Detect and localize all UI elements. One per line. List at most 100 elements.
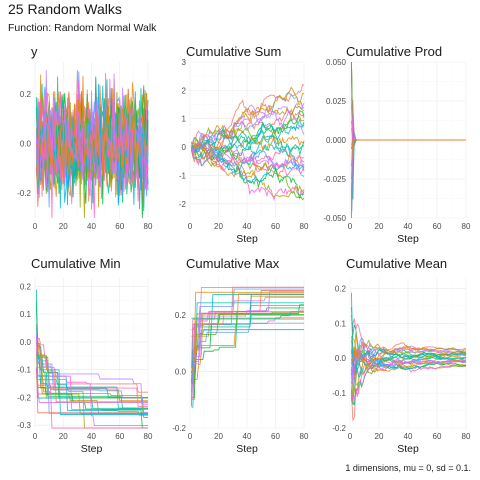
x-tick-label: 60 bbox=[115, 222, 124, 231]
series-line-walk-25 bbox=[351, 139, 466, 167]
page-title: 25 Random Walks bbox=[8, 1, 122, 17]
y-tick-label: -0.050 bbox=[323, 214, 346, 223]
panel-4: 0 20 40 60 80 -0.3 -0.2 -0.1 0.0 0.1 0.2 Cumulative… bbox=[17, 256, 153, 455]
panel-5: 0 20 40 60 80 -0.2 0.0 0.2 Cumulative Max Step bbox=[172, 256, 309, 455]
x-tick-label: 0 bbox=[348, 222, 353, 231]
panel-1: 0 20 40 60 80 -0.2 0.0 0.2 y bbox=[17, 44, 153, 231]
series-line-walk-11 bbox=[351, 61, 466, 144]
y-tick-label: -0.2 bbox=[332, 424, 346, 433]
x-tick-label: 20 bbox=[214, 432, 223, 441]
series-line-walk-13 bbox=[190, 296, 304, 398]
series-line-walk-1 bbox=[351, 135, 466, 194]
y-tick-label: -0.3 bbox=[17, 421, 31, 430]
panel-title: Cumulative Prod bbox=[346, 44, 442, 59]
x-tick-label: 40 bbox=[243, 432, 252, 441]
x-tick-label: 60 bbox=[271, 432, 280, 441]
y-tick-label: 0.1 bbox=[335, 319, 347, 328]
x-tick-label: 60 bbox=[115, 432, 124, 441]
series-line-walk-17 bbox=[35, 324, 148, 409]
series-line-walk-24 bbox=[191, 311, 304, 399]
series-line-walk-12 bbox=[351, 128, 466, 141]
series-line-walk-18 bbox=[190, 105, 305, 156]
chart-caption: 1 dimensions, mu = 0, sd = 0.1. bbox=[345, 463, 471, 473]
series-line-walk-12 bbox=[191, 286, 304, 370]
y-tick-label: -0.1 bbox=[332, 389, 346, 398]
x-tick-label: 0 bbox=[33, 432, 38, 441]
series-line-walk-21 bbox=[351, 139, 466, 197]
x-tick-label: 80 bbox=[462, 222, 471, 231]
series-line-walk-24 bbox=[35, 91, 149, 219]
x-tick-label: 20 bbox=[59, 222, 68, 231]
y-tick-label: 0.025 bbox=[326, 97, 347, 106]
series-line-walk-25 bbox=[36, 346, 148, 403]
series-line-walk-16 bbox=[35, 369, 148, 414]
x-tick-label: 0 bbox=[348, 432, 353, 441]
series-line-walk-25 bbox=[35, 75, 149, 198]
y-tick-label: -0.1 bbox=[17, 366, 31, 375]
y-tick-label: 0.2 bbox=[175, 311, 187, 320]
x-axis-label: Step bbox=[236, 443, 258, 455]
series-line-walk-2 bbox=[351, 136, 466, 219]
series-line-walk-25 bbox=[351, 348, 467, 373]
x-tick-label: 40 bbox=[243, 222, 252, 231]
y-tick-label: 1 bbox=[182, 115, 187, 124]
x-tick-label: 40 bbox=[87, 222, 96, 231]
x-tick-label: 80 bbox=[462, 432, 471, 441]
x-tick-label: 60 bbox=[271, 222, 280, 231]
y-tick-label: 2 bbox=[182, 86, 187, 95]
series-line-walk-24 bbox=[191, 144, 305, 177]
y-tick-label: -2 bbox=[179, 200, 187, 209]
y-tick-label: -1 bbox=[179, 171, 187, 180]
x-tick-label: 80 bbox=[144, 222, 153, 231]
x-tick-label: 60 bbox=[433, 222, 442, 231]
series-line-walk-20 bbox=[191, 311, 304, 319]
series-line-walk-21 bbox=[190, 329, 304, 382]
series-line-walk-18 bbox=[351, 127, 466, 206]
x-axis-label: Step bbox=[236, 233, 258, 245]
x-tick-label: 40 bbox=[404, 432, 413, 441]
series-line-walk-7 bbox=[351, 61, 466, 144]
x-tick-label: 80 bbox=[300, 222, 309, 231]
series-line-walk-20 bbox=[35, 289, 148, 410]
x-tick-label: 0 bbox=[188, 222, 193, 231]
x-axis-label: Step bbox=[81, 443, 103, 455]
series-line-walk-7 bbox=[191, 314, 304, 331]
series-line-walk-15 bbox=[351, 120, 466, 141]
series-line-walk-9 bbox=[351, 104, 466, 144]
series-line-walk-4 bbox=[190, 318, 304, 385]
y-tick-label: 0.0 bbox=[335, 354, 347, 363]
series-line-walk-5 bbox=[351, 136, 466, 180]
panel-3: 0 20 40 60 80 -0.050 -0.025 0.000 0.025 0.050Cumu… bbox=[323, 44, 471, 245]
series-line-walk-8 bbox=[191, 302, 304, 408]
series-line-walk-11 bbox=[191, 288, 304, 358]
series-line-walk-25 bbox=[190, 293, 304, 377]
series-line-walk-16 bbox=[351, 100, 466, 219]
page-subtitle: Function: Random Normal Walk bbox=[8, 22, 157, 34]
series-line-walk-6 bbox=[351, 139, 466, 149]
x-axis-label: Step bbox=[397, 443, 419, 455]
panel-title: Cumulative Mean bbox=[346, 256, 447, 271]
x-tick-label: 20 bbox=[375, 222, 384, 231]
y-tick-label: -0.2 bbox=[172, 424, 186, 433]
series-line-walk-23 bbox=[35, 334, 148, 403]
series-line-walk-13 bbox=[351, 344, 467, 391]
series-line-walk-22 bbox=[191, 140, 305, 178]
y-tick-label: -0.2 bbox=[17, 393, 31, 402]
y-tick-label: 0.2 bbox=[335, 284, 347, 293]
y-tick-label: 0.2 bbox=[20, 90, 32, 99]
series-line-walk-18 bbox=[191, 311, 304, 384]
series-line-walk-4 bbox=[36, 354, 148, 429]
x-tick-label: 80 bbox=[144, 432, 153, 441]
x-tick-label: 40 bbox=[87, 432, 96, 441]
series-line-walk-3 bbox=[351, 61, 466, 145]
series-line-walk-14 bbox=[191, 317, 304, 373]
series-line-walk-24 bbox=[351, 352, 467, 402]
x-tick-label: 60 bbox=[433, 432, 442, 441]
y-tick-label: 3 bbox=[182, 58, 187, 67]
series-line-walk-17 bbox=[191, 291, 304, 355]
series-line-walk-18 bbox=[351, 339, 467, 399]
x-axis-label: Step bbox=[397, 233, 419, 245]
series-line-walk-8 bbox=[351, 113, 466, 219]
